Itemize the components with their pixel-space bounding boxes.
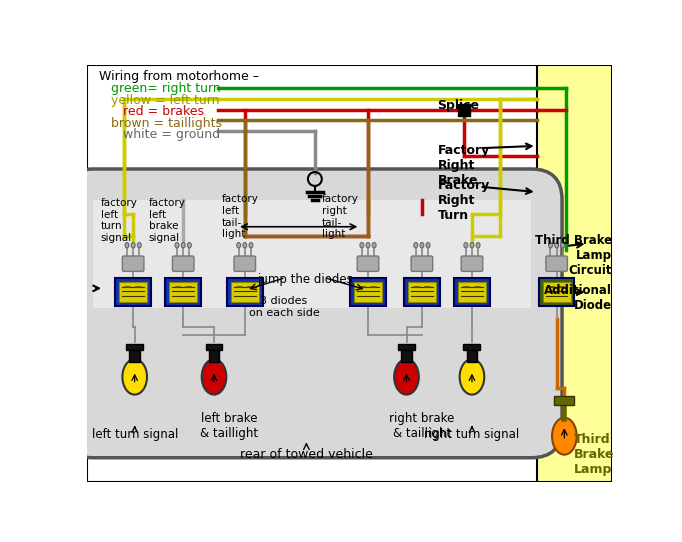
Text: left brake
& taillight: left brake & taillight — [201, 411, 258, 440]
Text: factory
left
turn
signal: factory left turn signal — [101, 198, 138, 243]
FancyBboxPatch shape — [454, 279, 490, 306]
Text: white = ground: white = ground — [98, 128, 220, 141]
FancyBboxPatch shape — [227, 279, 263, 306]
FancyBboxPatch shape — [119, 282, 147, 302]
Ellipse shape — [476, 242, 480, 248]
FancyBboxPatch shape — [464, 344, 480, 350]
FancyBboxPatch shape — [173, 256, 194, 272]
Text: jump the diodes: jump the diodes — [257, 273, 353, 286]
Text: Factory
Right
Brake: Factory Right Brake — [438, 144, 490, 186]
Text: Third
Brake
Lamp: Third Brake Lamp — [574, 433, 615, 476]
FancyBboxPatch shape — [169, 282, 197, 302]
Ellipse shape — [181, 242, 185, 248]
Ellipse shape — [460, 359, 484, 395]
Text: left turn signal: left turn signal — [91, 429, 178, 442]
FancyBboxPatch shape — [466, 350, 477, 362]
FancyBboxPatch shape — [122, 256, 144, 272]
Ellipse shape — [548, 242, 552, 248]
FancyBboxPatch shape — [357, 256, 379, 272]
Text: yellow = left turn: yellow = left turn — [98, 94, 219, 107]
FancyBboxPatch shape — [404, 279, 440, 306]
FancyBboxPatch shape — [209, 350, 220, 362]
FancyBboxPatch shape — [93, 200, 531, 308]
Ellipse shape — [243, 242, 247, 248]
FancyBboxPatch shape — [537, 65, 612, 482]
Text: right turn signal: right turn signal — [424, 429, 520, 442]
Text: factory
left
brake
signal: factory left brake signal — [149, 198, 186, 243]
Ellipse shape — [470, 242, 474, 248]
Ellipse shape — [237, 242, 241, 248]
Ellipse shape — [552, 418, 577, 455]
Text: Third Brake
Lamp
Circuit: Third Brake Lamp Circuit — [535, 235, 612, 278]
Text: red = brakes: red = brakes — [98, 105, 203, 118]
FancyBboxPatch shape — [458, 282, 486, 302]
Ellipse shape — [554, 242, 559, 248]
Ellipse shape — [464, 242, 468, 248]
FancyBboxPatch shape — [554, 396, 574, 405]
Text: brown = taillights: brown = taillights — [98, 117, 222, 130]
FancyBboxPatch shape — [87, 65, 612, 482]
Ellipse shape — [122, 359, 147, 395]
Text: Additional
Diode: Additional Diode — [544, 285, 612, 313]
Ellipse shape — [175, 242, 179, 248]
FancyBboxPatch shape — [411, 256, 432, 272]
Ellipse shape — [394, 359, 419, 395]
FancyBboxPatch shape — [543, 282, 571, 302]
FancyBboxPatch shape — [401, 350, 412, 362]
FancyBboxPatch shape — [166, 279, 201, 306]
Text: right brake
& taillight: right brake & taillight — [389, 411, 455, 440]
Ellipse shape — [414, 242, 417, 248]
FancyBboxPatch shape — [231, 282, 258, 302]
Text: factory
left
tail-
light: factory left tail- light — [222, 195, 258, 239]
Text: 3 diodes
on each side: 3 diodes on each side — [249, 296, 319, 318]
FancyBboxPatch shape — [126, 344, 143, 350]
FancyBboxPatch shape — [354, 282, 382, 302]
Ellipse shape — [372, 242, 376, 248]
Ellipse shape — [202, 359, 226, 395]
Ellipse shape — [137, 242, 141, 248]
Text: rear of towed vehicle: rear of towed vehicle — [240, 448, 373, 461]
FancyBboxPatch shape — [398, 344, 415, 350]
FancyBboxPatch shape — [115, 279, 151, 306]
FancyBboxPatch shape — [351, 279, 386, 306]
FancyBboxPatch shape — [539, 279, 574, 306]
Text: Wiring from motorhome –: Wiring from motorhome – — [98, 70, 258, 83]
Ellipse shape — [249, 242, 253, 248]
Text: Splice: Splice — [437, 99, 479, 112]
FancyBboxPatch shape — [546, 256, 567, 272]
Text: green= right turn: green= right turn — [98, 82, 220, 95]
FancyBboxPatch shape — [205, 344, 222, 350]
FancyBboxPatch shape — [130, 350, 140, 362]
FancyBboxPatch shape — [234, 256, 256, 272]
Ellipse shape — [366, 242, 370, 248]
Ellipse shape — [188, 242, 191, 248]
FancyBboxPatch shape — [62, 169, 562, 458]
Text: factory
right
tail-
light: factory right tail- light — [322, 195, 359, 239]
Ellipse shape — [125, 242, 129, 248]
Ellipse shape — [360, 242, 364, 248]
FancyBboxPatch shape — [461, 256, 483, 272]
Ellipse shape — [426, 242, 430, 248]
Ellipse shape — [561, 242, 565, 248]
Ellipse shape — [420, 242, 424, 248]
Ellipse shape — [131, 242, 135, 248]
FancyBboxPatch shape — [408, 282, 436, 302]
Text: Factory
Right
Turn: Factory Right Turn — [438, 179, 490, 222]
